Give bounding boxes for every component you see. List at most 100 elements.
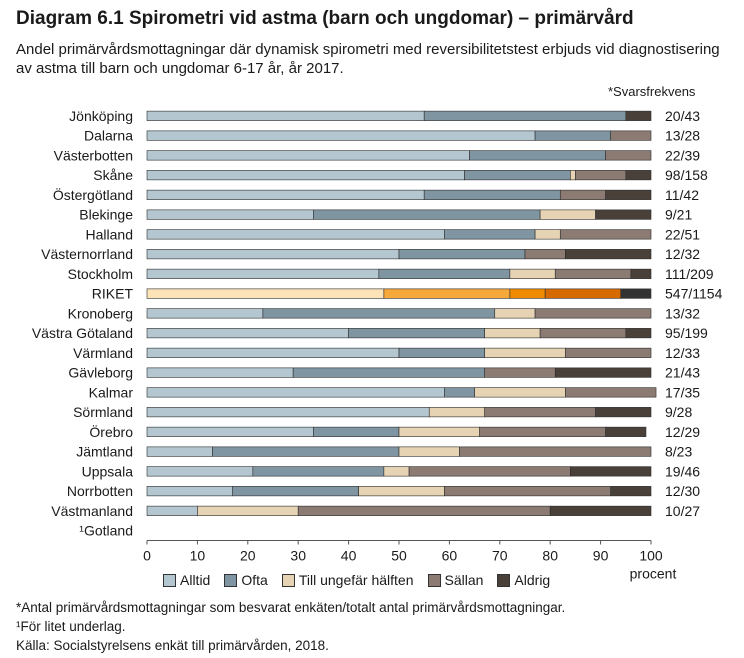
legend-item-till-ungefar-halften: Till ungefär hälften <box>281 572 414 588</box>
bar-vasterbotten-alltid <box>146 150 470 161</box>
category-label-vasterbotten: Västerbotten <box>54 147 133 163</box>
bar-riket-sallan <box>544 288 622 299</box>
bar-ostergotland-ofta <box>423 189 561 200</box>
bar-norrbotten-sallan <box>444 486 611 497</box>
response-rate-jonkoping: 20/43 <box>665 108 700 124</box>
bar-orebro-alltid <box>146 426 314 437</box>
bar-gavleborg-ofta <box>292 367 485 378</box>
bar-blekinge-till-ungefar-halften <box>539 209 596 220</box>
response-rate-header: *Svarsfrekvens <box>608 84 696 99</box>
bar-stockholm-sallan <box>554 268 632 279</box>
x-tick-label-0: 0 <box>143 548 151 564</box>
legend-item-alltid: Alltid <box>163 572 210 588</box>
chart-subtitle: Andel primärvårdsmottagningar där dynami… <box>16 41 720 77</box>
response-rate-kalmar: 17/35 <box>665 384 700 400</box>
response-rate-jamtland: 8/23 <box>665 444 692 460</box>
bar-norrbotten-ofta <box>232 486 359 497</box>
bar-jonkoping-aldrig <box>625 110 652 121</box>
bar-sormland-till-ungefar-halften <box>428 407 485 418</box>
category-label-norrbotten: Norrbotten <box>67 483 133 499</box>
category-label-gotland: ¹Gotland <box>79 523 133 539</box>
chart-title: Diagram 6.1 Spirometri vid astma (barn o… <box>16 8 634 29</box>
category-label-ostergotland: Östergötland <box>53 186 133 203</box>
x-tick-label-40: 40 <box>341 548 357 564</box>
category-label-halland: Halland <box>86 226 133 242</box>
category-label-blekinge: Blekinge <box>79 207 133 223</box>
footnote-response-rate: *Antal primärvårdsmottagningar som besva… <box>16 600 566 615</box>
category-label-skane: Skåne <box>93 167 133 183</box>
bar-riket-alltid <box>146 288 385 299</box>
bar-jamtland-till-ungefar-halften <box>398 446 460 457</box>
x-tick-label-30: 30 <box>290 548 306 564</box>
bar-gavleborg-sallan <box>484 367 556 378</box>
bar-jamtland-ofta <box>212 446 400 457</box>
bar-ostergotland-alltid <box>146 189 425 200</box>
x-axis-label: procent <box>630 566 677 582</box>
category-label-kronoberg: Kronoberg <box>68 305 133 321</box>
response-rate-varmland: 12/33 <box>665 345 700 361</box>
bar-riket-ofta <box>383 288 511 299</box>
category-label-gavleborg: Gävleborg <box>68 365 133 381</box>
bar-vastra-gotaland-till-ungefar-halften <box>484 328 541 339</box>
response-rate-gavleborg: 21/43 <box>665 365 700 381</box>
bar-halland-ofta <box>444 229 536 240</box>
bar-dalarna-ofta <box>534 130 611 141</box>
bar-vastmanland-aldrig <box>549 505 652 516</box>
chart-legend: Alltid Ofta Till ungefär hälften Sällan … <box>163 572 550 588</box>
bar-varmland-sallan <box>565 347 652 358</box>
bar-vastra-gotaland-sallan <box>539 328 627 339</box>
category-label-vastmanland: Västmanland <box>51 503 133 519</box>
x-tick-label-20: 20 <box>240 548 256 564</box>
bar-vasternorrland-sallan <box>524 249 566 260</box>
response-rate-vasternorrland: 12/32 <box>665 246 700 262</box>
legend-item-aldrig: Aldrig <box>497 572 550 588</box>
category-label-kalmar: Kalmar <box>89 384 134 400</box>
legend-label-aldrig: Aldrig <box>514 572 551 588</box>
response-rate-norrbotten: 12/30 <box>665 483 700 499</box>
bar-gavleborg-alltid <box>146 367 294 378</box>
bar-varmland-till-ungefar-halften <box>484 347 566 358</box>
bar-vasternorrland-ofta <box>398 249 526 260</box>
bar-vastmanland-till-ungefar-halften <box>197 505 299 516</box>
bar-vasterbotten-sallan <box>605 150 652 161</box>
bar-ostergotland-aldrig <box>605 189 652 200</box>
bar-riket-aldrig <box>620 288 652 299</box>
bar-vastra-gotaland-alltid <box>146 328 349 339</box>
legend-swatch-sallan <box>427 573 441 587</box>
stacked-bar-chart: Jönköping 20/43 Dalarna 13/28 Västerbotten 22… <box>32 108 723 582</box>
bar-kalmar-sallan <box>565 387 657 398</box>
bar-kalmar-alltid <box>146 387 445 398</box>
footnotes: *Antal primärvårdsmottagningar som besva… <box>16 598 565 655</box>
bar-kalmar-till-ungefar-halften <box>474 387 566 398</box>
bar-skane-alltid <box>146 170 465 181</box>
bar-uppsala-ofta <box>252 466 385 477</box>
response-rate-halland: 22/51 <box>665 226 700 242</box>
bar-orebro-ofta <box>313 426 400 437</box>
legend-swatch-ofta <box>224 573 238 587</box>
x-tick-label-10: 10 <box>190 548 206 564</box>
legend-swatch-alltid <box>163 573 176 587</box>
legend-swatch-aldrig <box>497 573 511 587</box>
response-rate-orebro: 12/29 <box>665 424 700 440</box>
response-rate-ostergotland: 11/42 <box>665 187 699 203</box>
legend-item-sallan: Sällan <box>427 572 483 588</box>
category-label-stockholm: Stockholm <box>68 266 133 282</box>
x-tick-label-100: 100 <box>639 548 663 564</box>
bar-kronoberg-sallan <box>534 308 652 319</box>
bar-kronoberg-ofta <box>262 308 496 319</box>
legend-label-alltid: Alltid <box>180 572 211 588</box>
bar-halland-till-ungefar-halften <box>534 229 561 240</box>
bar-blekinge-ofta <box>313 209 541 220</box>
response-rate-vastmanland: 10/27 <box>665 503 700 519</box>
response-rate-vasterbotten: 22/39 <box>665 147 700 163</box>
bar-skane-ofta <box>464 170 571 181</box>
response-rate-sormland: 9/28 <box>665 404 692 420</box>
bar-blekinge-aldrig <box>595 209 652 220</box>
bar-jamtland-alltid <box>146 446 213 457</box>
bar-vastmanland-sallan <box>297 505 551 516</box>
bar-skane-aldrig <box>625 170 652 181</box>
bar-vasternorrland-aldrig <box>565 249 652 260</box>
x-tick-label-50: 50 <box>391 548 407 564</box>
bar-uppsala-aldrig <box>570 466 652 477</box>
bar-kalmar-ofta <box>444 387 475 398</box>
